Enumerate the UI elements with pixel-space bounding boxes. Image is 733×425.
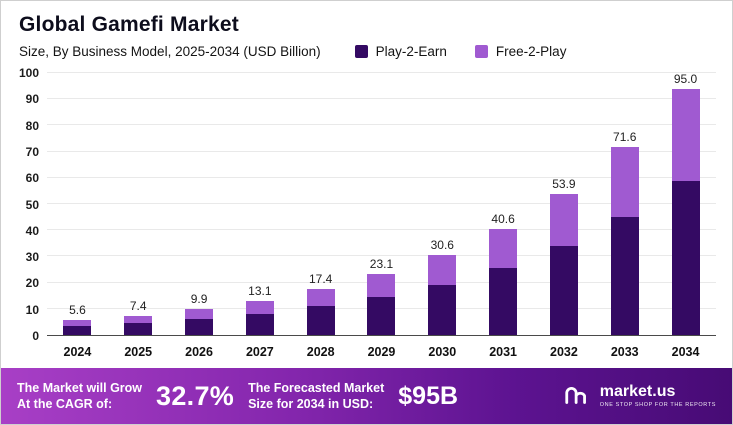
bar-segment-free-2-play [610, 147, 639, 218]
y-tick-label: 100 [18, 66, 39, 80]
bar-segment-play-2-earn [610, 217, 639, 335]
x-axis-label: 2028 [306, 345, 335, 359]
page-title: Global Gamefi Market [19, 13, 239, 36]
gridline [47, 98, 716, 100]
bar-total-label: 95.0 [673, 72, 698, 86]
bar-segment-play-2-earn [367, 297, 396, 335]
y-tick-label: 10 [25, 302, 39, 317]
bar-segment-free-2-play [489, 228, 518, 269]
bar-total-label: 71.6 [613, 130, 637, 145]
bar-segment-play-2-earn [124, 322, 153, 335]
x-axis-label: 2033 [610, 345, 639, 359]
legend: Play-2-Earn Free-2-Play [354, 44, 567, 59]
gridline [47, 176, 716, 178]
bar-total-label: 23.1 [369, 257, 394, 272]
x-axis-label: 2034 [671, 345, 700, 359]
plot-area: 5.6 7.4 9.9 13.1 17.4 23.1 30.6 40.6 53.9 71.6 95.… [47, 72, 716, 336]
bar-group: 9.9 [169, 73, 230, 335]
bar-segment-free-2-play [185, 309, 214, 319]
brand: market.us ONE STOP SHOP FOR THE REPORTS [563, 382, 716, 411]
legend-item-free-2-play: Free-2-Play [474, 44, 567, 59]
bar-segment-free-2-play [428, 254, 457, 285]
y-tick-label: 50 [25, 197, 39, 212]
y-tick-label: 60 [25, 171, 39, 186]
legend-swatch-play-2-earn [354, 45, 368, 58]
x-axis-label: 2026 [185, 345, 213, 359]
legend-item-play-2-earn: Play-2-Earn [354, 44, 447, 59]
x-axis-label: 2029 [367, 345, 396, 359]
y-axis-labels: 0 10 20 30 40 50 60 70 80 90 100 [13, 67, 47, 342]
bar-segment-play-2-earn [63, 325, 92, 335]
y-tick-label: 0 [32, 329, 39, 343]
bar-group: 5.6 [47, 73, 108, 335]
gridline [47, 229, 716, 231]
bar-group: 53.9 [534, 73, 595, 335]
brand-name: market.us [599, 383, 676, 400]
bar-segment-play-2-earn [245, 313, 274, 335]
bar-segment-free-2-play [63, 320, 92, 326]
legend-label: Free-2-Play [495, 44, 567, 59]
chart-subtitle: Size, By Business Model, 2025-2034 (USD … [19, 44, 321, 59]
bar-total-label: 30.6 [430, 237, 454, 252]
y-tick-label: 70 [25, 144, 39, 159]
y-tick-label: 20 [25, 276, 39, 291]
bar-group: 30.6 [412, 73, 473, 335]
legend-label: Play-2-Earn [375, 44, 447, 59]
y-tick-label: 30 [25, 250, 39, 265]
x-axis-label: 2030 [428, 345, 457, 359]
bar-group: 71.6 [594, 73, 655, 335]
bar-segment-free-2-play [306, 289, 335, 307]
x-axis-label: 2025 [124, 345, 153, 359]
bar-total-label: 7.4 [129, 298, 147, 313]
y-tick-label: 80 [25, 118, 39, 133]
bar-group: 13.1 [229, 73, 290, 335]
bar-segment-play-2-earn [549, 246, 578, 335]
x-axis-label: 2024 [63, 345, 92, 359]
bar-segment-play-2-earn [671, 180, 700, 335]
x-axis-label: 2032 [550, 345, 578, 359]
bar-segment-free-2-play [671, 89, 700, 181]
bar-segment-play-2-earn [185, 318, 214, 335]
bar-total-label: 17.4 [308, 272, 333, 287]
cagr-label: The Market will Grow At the CAGR of: [17, 380, 143, 411]
bar-total-label: 40.6 [491, 211, 515, 226]
cagr-value: 32.7% [156, 380, 235, 411]
gridline [47, 72, 716, 73]
bar-group: 17.4 [290, 73, 351, 335]
bar-group: 7.4 [108, 73, 169, 335]
footer-banner: The Market will Grow At the CAGR of: 32.… [1, 368, 732, 424]
x-axis-labels: 2024 2025 2026 2027 2028 2029 2030 2031 2032 2033… [47, 336, 716, 366]
gridline [47, 150, 716, 152]
bar-segment-play-2-earn [428, 284, 457, 335]
forecast-value: $95B [398, 381, 459, 410]
bar-segment-free-2-play [124, 315, 153, 323]
bar-total-label: 53.9 [552, 176, 576, 191]
market-us-logo-icon [563, 382, 593, 411]
bar-segment-free-2-play [367, 274, 396, 298]
bar-group: 95.0 [655, 73, 716, 335]
bar-total-label: 5.6 [69, 303, 86, 318]
y-tick-label: 90 [25, 92, 39, 107]
x-axis-label: 2027 [245, 345, 274, 359]
bar-segment-free-2-play [245, 300, 274, 314]
x-axis-label: 2031 [489, 345, 517, 359]
chart: 0 10 20 30 40 50 60 70 80 90 100 5.6 7.4 9.9 13.1 17.4… [1, 59, 732, 368]
bar-segment-free-2-play [549, 193, 578, 247]
gridline [47, 203, 716, 204]
bar-group: 23.1 [351, 73, 412, 335]
gridline [47, 124, 716, 126]
header: Global Gamefi Market Size, By Business M… [1, 1, 732, 59]
legend-swatch-free-2-play [474, 45, 488, 58]
bar-segment-play-2-earn [306, 306, 335, 335]
bar-group: 40.6 [473, 73, 534, 335]
gridline [47, 255, 716, 257]
bar-total-label: 9.9 [190, 292, 208, 307]
bars: 5.6 7.4 9.9 13.1 17.4 23.1 30.6 40.6 53.9 71.6 95.… [47, 73, 716, 335]
forecast-label: The Forecasted Market Size for 2034 in U… [248, 380, 385, 411]
bar-segment-play-2-earn [489, 268, 518, 335]
brand-tagline: ONE STOP SHOP FOR THE REPORTS [599, 402, 716, 408]
y-tick-label: 40 [25, 223, 39, 238]
bar-total-label: 13.1 [248, 283, 272, 298]
